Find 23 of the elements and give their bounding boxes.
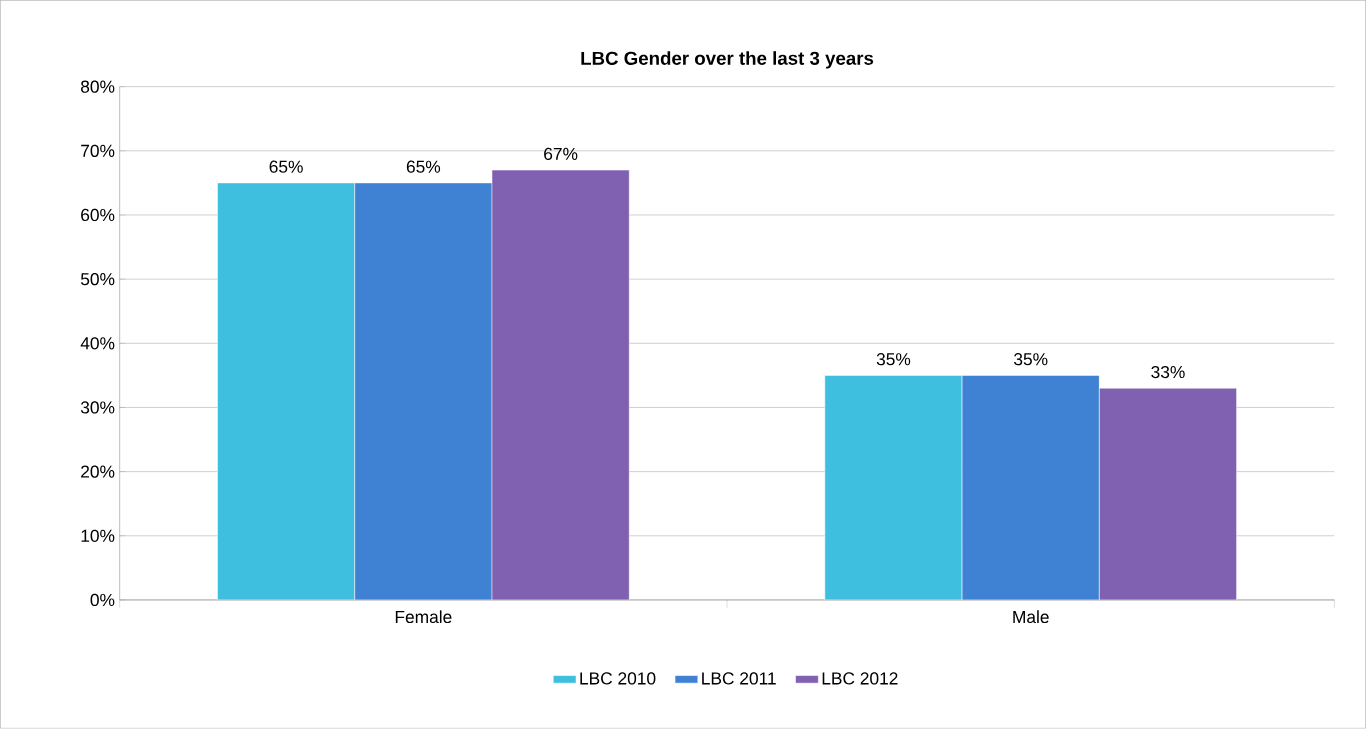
data-label: 65% [269,160,303,174]
y-tick-label: 20% [81,465,115,478]
data-label: 35% [1014,353,1048,366]
data-label: 67% [544,147,578,161]
y-tick-label: 10% [81,529,115,543]
x-tick-label: Female [395,610,452,624]
data-label: 65% [406,160,441,174]
legend-label: LBC 2012 [822,672,898,685]
chart-title: LBC Gender over the last 3 years [581,51,874,69]
y-tick-label: 50% [80,273,115,286]
y-tick-label: 30% [80,401,115,414]
y-tick-label: 80% [81,80,115,93]
bar [354,182,493,601]
x-tick-label: Male [1013,610,1049,624]
y-tick-label: 0% [90,593,115,607]
y-tick-label: 60% [81,209,115,222]
legend-label: LBC 2010 [580,672,656,685]
bar [961,375,1100,601]
y-tick-label: 70% [81,144,115,158]
data-label: 33% [1151,366,1185,379]
y-tick-label: 40% [80,337,115,350]
data-label: 35% [876,353,911,366]
legend-label: LBC 2011 [702,672,776,685]
